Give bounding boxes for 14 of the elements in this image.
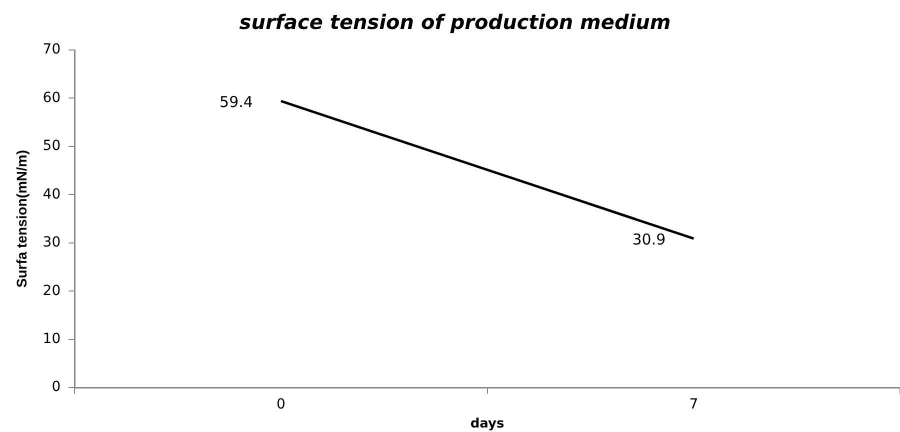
y-tick-label: 50 [42, 138, 61, 154]
y-tick-label: 20 [42, 282, 61, 299]
data-label: 59.4 [220, 93, 253, 112]
y-tick-label: 60 [42, 90, 61, 106]
y-tick-label: 30 [42, 234, 61, 251]
x-axis-title: days [470, 416, 505, 432]
y-tick-label: 40 [42, 186, 61, 202]
data-label: 30.9 [632, 230, 666, 248]
y-axis-title: Surfa tension(mN/m) [13, 150, 30, 288]
chart-title: surface tension of production medium [239, 10, 671, 34]
y-tick-label: 0 [52, 379, 61, 396]
x-tick-label: 7 [689, 396, 698, 413]
y-tick-label: 10 [42, 331, 61, 348]
y-tick-label: 70 [42, 42, 61, 58]
